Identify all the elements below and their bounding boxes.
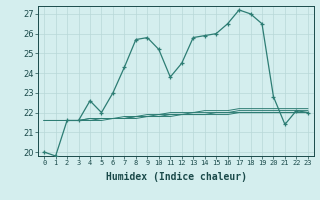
- X-axis label: Humidex (Indice chaleur): Humidex (Indice chaleur): [106, 172, 246, 182]
